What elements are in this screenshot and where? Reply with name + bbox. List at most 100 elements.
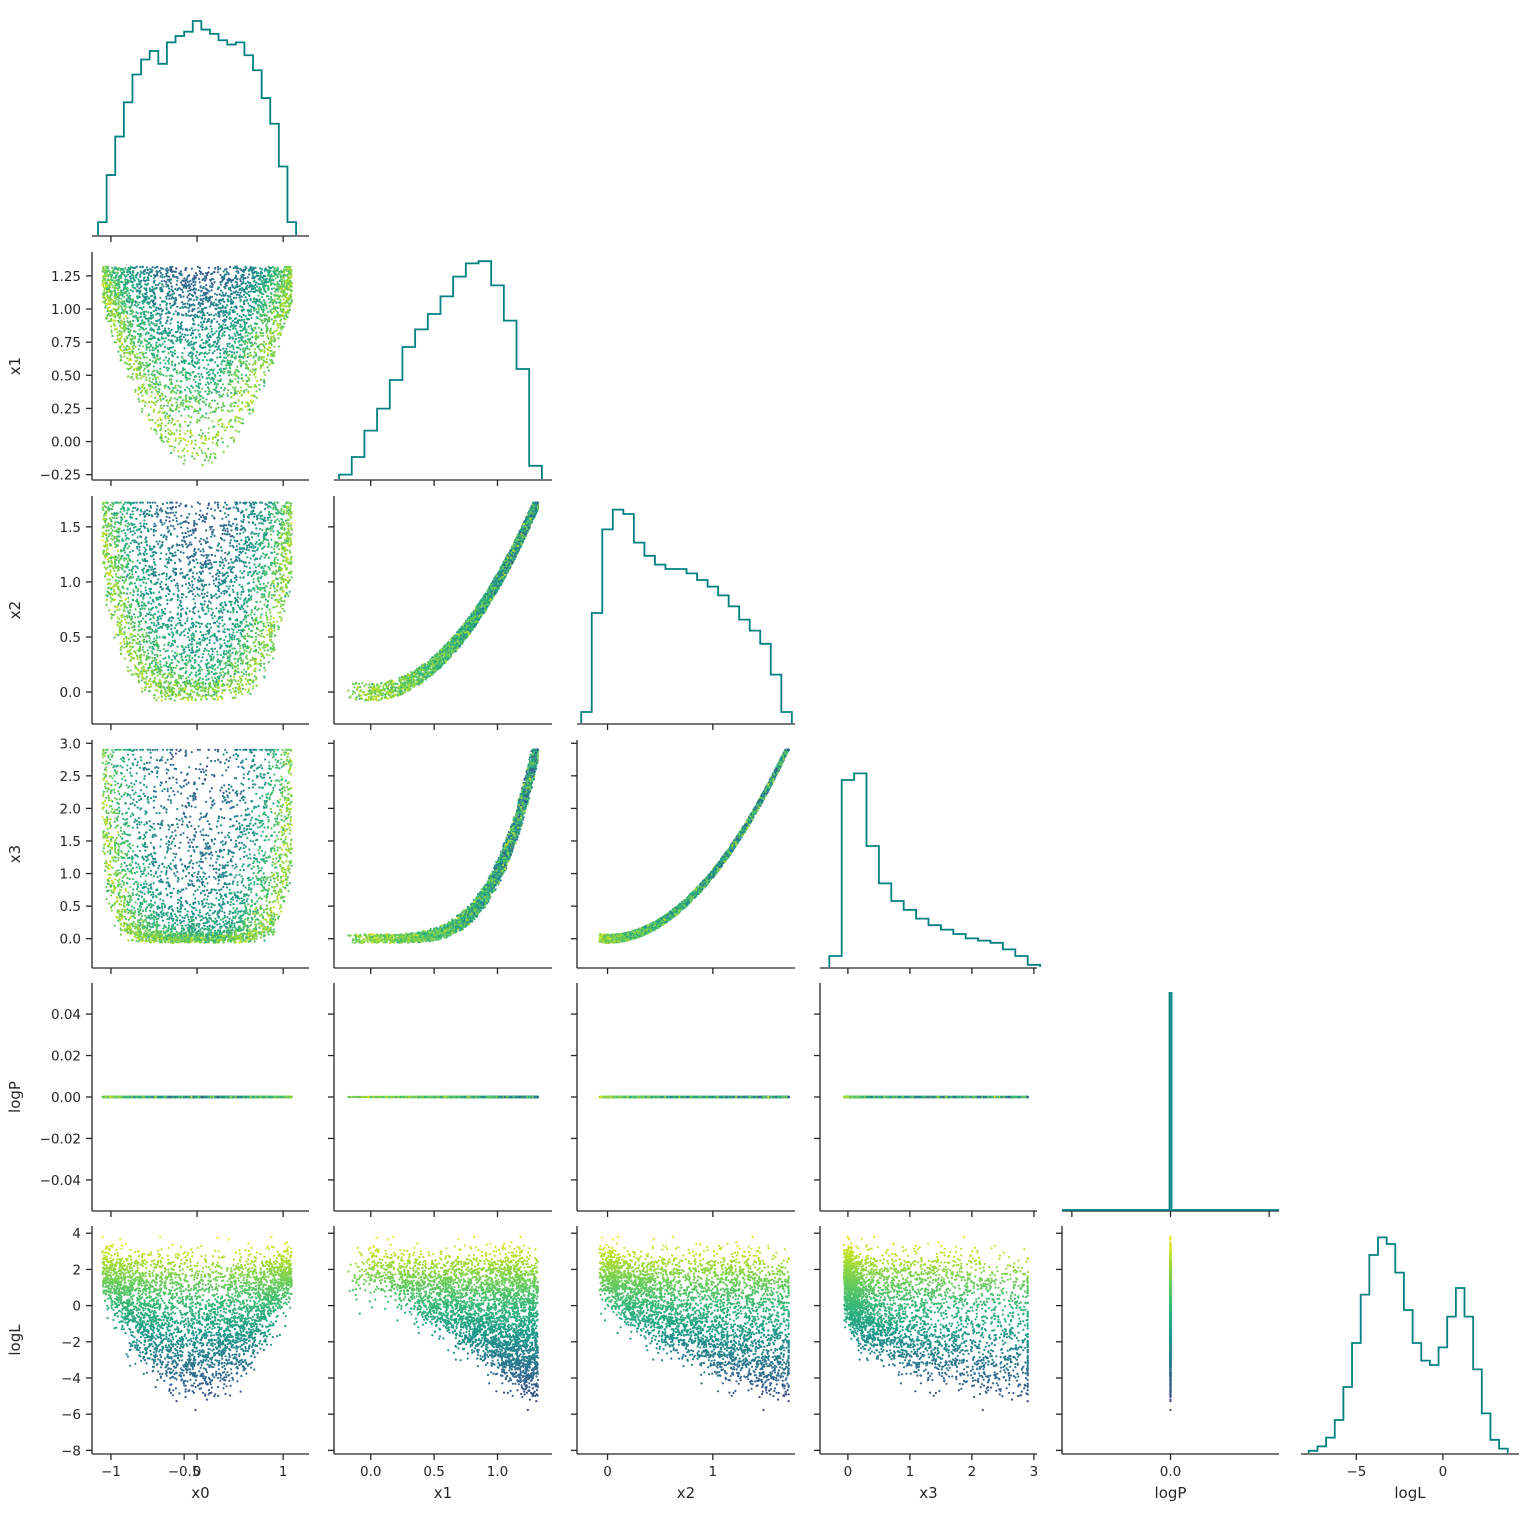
scatter-point (246, 556, 249, 559)
scatter-point (120, 274, 123, 278)
scatter-point (259, 366, 262, 369)
scatter-point (151, 360, 154, 363)
scatter-point (263, 318, 266, 321)
scatter-point (218, 310, 221, 313)
scatter-point (170, 305, 173, 308)
scatter-point (241, 361, 244, 365)
scatter-point (213, 301, 216, 304)
scatter-point (284, 293, 288, 296)
scatter-point (175, 517, 178, 520)
scatter-point (205, 359, 208, 362)
scatter-point (153, 356, 156, 359)
scatter-point (241, 588, 244, 591)
scatter-point (211, 420, 214, 423)
scatter-point (113, 341, 116, 344)
scatter-point (221, 334, 224, 337)
scatter-point (203, 458, 206, 462)
scatter-point (115, 327, 118, 330)
scatter-point (159, 322, 162, 325)
scatter-point (267, 595, 270, 599)
scatter-point (151, 328, 155, 331)
scatter-point (219, 349, 222, 352)
scatter-point (266, 334, 269, 337)
scatter-point (253, 271, 256, 274)
scatter-point (205, 277, 208, 280)
scatter-point (234, 327, 237, 330)
scatter-point (232, 327, 235, 330)
scatter-point (204, 438, 207, 441)
scatter-point (155, 344, 158, 347)
scatter-point (174, 296, 177, 300)
scatter-point (221, 441, 224, 444)
scatter-point (166, 359, 169, 362)
scatter-point (197, 324, 200, 327)
scatter-point (177, 589, 180, 592)
scatter-point (130, 304, 133, 307)
scatter-point (116, 334, 119, 337)
scatter-point (222, 606, 225, 609)
scatter-point (210, 391, 213, 394)
scatter-point (123, 317, 126, 320)
scatter-point (123, 296, 126, 299)
scatter-point (250, 616, 253, 620)
scatter-point (138, 344, 141, 347)
scatter-point (152, 365, 155, 368)
scatter-point (262, 340, 266, 344)
scatter-point (254, 283, 257, 286)
scatter-point (154, 309, 157, 312)
scatter-point (204, 416, 207, 419)
y-tick-label: 1.25 (51, 269, 81, 285)
scatter-point (154, 396, 157, 400)
scatter-point (260, 314, 263, 318)
scatter-point (190, 288, 193, 291)
scatter-point (159, 399, 163, 402)
scatter-point (229, 266, 232, 269)
scatter-point (136, 376, 139, 379)
scatter-point (248, 402, 251, 405)
scatter-point (201, 328, 204, 331)
scatter-point (238, 543, 241, 546)
scatter-point (137, 633, 140, 636)
scatter-point (258, 291, 261, 294)
scatter-point (188, 639, 191, 642)
scatter-point (234, 693, 237, 696)
scatter-point (176, 544, 179, 547)
scatter-point (264, 279, 267, 282)
scatter-point (148, 349, 151, 352)
scatter-point (215, 386, 218, 389)
scatter-point (184, 372, 187, 376)
scatter-point (143, 279, 147, 283)
scatter-point (126, 327, 130, 330)
scatter-point (277, 332, 280, 335)
scatter-point (148, 341, 151, 344)
scatter-point (126, 560, 129, 563)
scatter-point (166, 334, 169, 337)
scatter-point (162, 359, 165, 362)
scatter-point (191, 434, 194, 437)
scatter-point (223, 639, 226, 642)
scatter-point (138, 561, 141, 565)
scatter-point (171, 404, 174, 407)
scatter-point (267, 624, 270, 627)
scatter-point (171, 360, 174, 363)
scatter-point (226, 362, 229, 365)
scatter-point (230, 529, 233, 532)
scatter-point (239, 279, 242, 283)
scatter-point (207, 610, 210, 613)
scatter-point (225, 516, 228, 519)
scatter-point (268, 639, 272, 642)
scatter-point (259, 283, 262, 286)
scatter-point (233, 321, 237, 324)
scatter-point (163, 327, 167, 330)
scatter-point (163, 279, 166, 283)
scatter-point (237, 377, 240, 380)
scatter-point (266, 366, 269, 369)
scatter-point (229, 308, 232, 311)
scatter-point (150, 528, 153, 531)
scatter-point (219, 267, 222, 270)
scatter-point (110, 331, 113, 334)
scatter-point (151, 294, 154, 297)
scatter-point (229, 316, 232, 319)
scatter-point (128, 331, 131, 334)
scatter-point (196, 351, 199, 354)
